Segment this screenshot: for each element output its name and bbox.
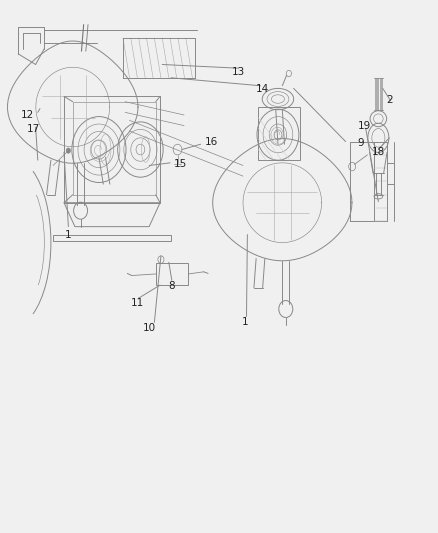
Text: 9: 9 — [357, 138, 364, 148]
Text: 19: 19 — [358, 120, 371, 131]
Text: 16: 16 — [205, 136, 218, 147]
Bar — [155, 263, 188, 285]
Text: 10: 10 — [143, 322, 155, 333]
Text: 17: 17 — [27, 124, 40, 134]
Text: 15: 15 — [174, 159, 187, 169]
Circle shape — [66, 148, 71, 154]
Text: 18: 18 — [372, 147, 385, 157]
Text: 12: 12 — [21, 110, 35, 120]
Text: 2: 2 — [386, 94, 392, 104]
Text: 13: 13 — [232, 68, 245, 77]
Text: 11: 11 — [131, 297, 144, 308]
Text: 8: 8 — [169, 281, 175, 290]
Text: 1: 1 — [242, 317, 248, 327]
Text: 14: 14 — [256, 84, 269, 94]
Text: 1: 1 — [65, 230, 72, 240]
